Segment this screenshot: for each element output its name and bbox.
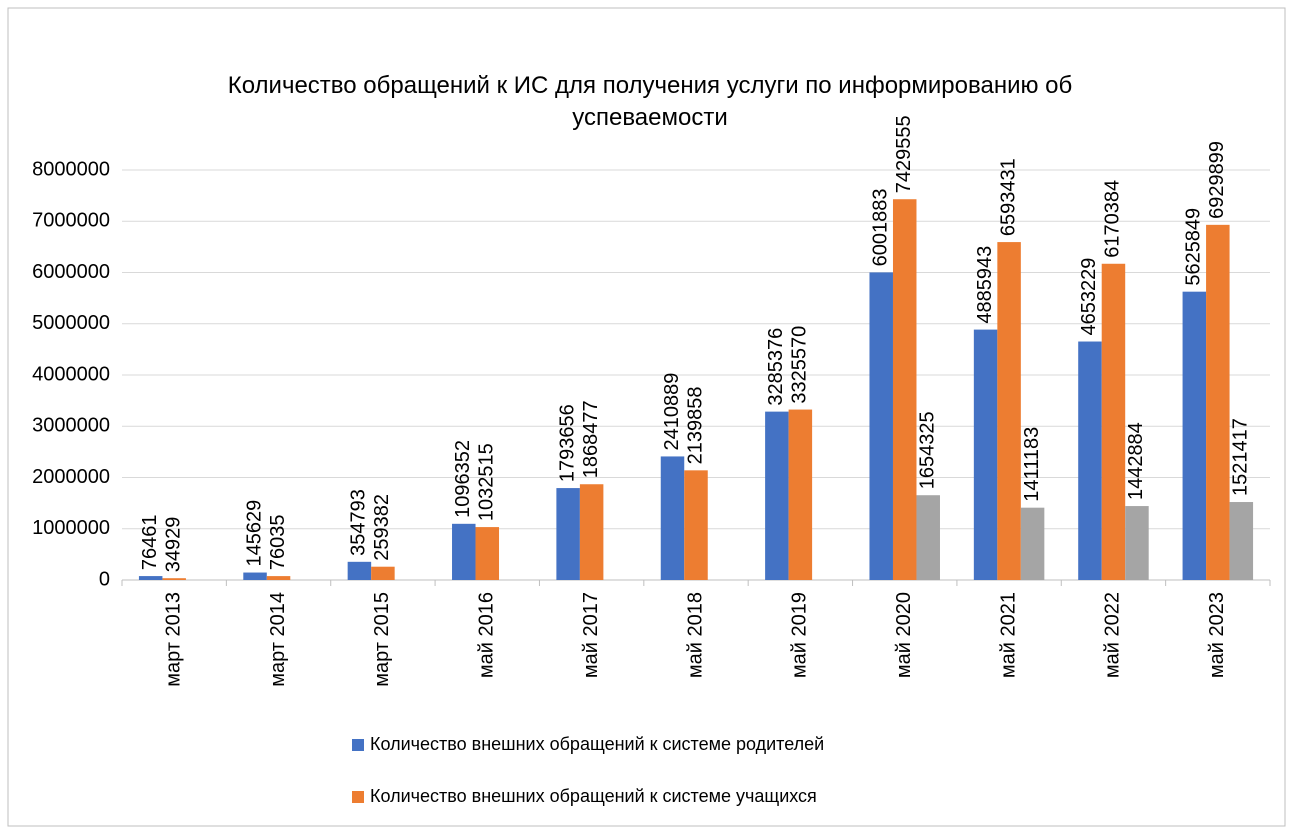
data-label: 6001883 — [870, 189, 892, 267]
x-tick-label: май 2017 — [580, 592, 602, 678]
bar — [660, 456, 685, 580]
data-label: 1032515 — [476, 443, 498, 521]
y-tick-label: 2000000 — [32, 466, 110, 488]
bar — [243, 572, 267, 580]
x-tick-label: март 2014 — [267, 592, 289, 687]
data-label: 2139858 — [684, 386, 706, 464]
bar — [556, 488, 580, 580]
x-tick-label: март 2015 — [371, 592, 393, 687]
bar — [1206, 224, 1230, 580]
legend-swatch — [352, 791, 364, 803]
data-label: 5625849 — [1183, 208, 1205, 286]
y-tick-label: 7000000 — [32, 210, 110, 232]
bar — [1078, 341, 1102, 580]
data-label: 34929 — [162, 517, 184, 573]
bar — [452, 523, 476, 580]
x-tick-label: май 2021 — [997, 592, 1019, 678]
y-tick-label: 0 — [99, 568, 110, 590]
x-tick-label: май 2016 — [476, 592, 498, 678]
bar — [579, 484, 604, 580]
x-tick-label: май 2023 — [1206, 592, 1228, 678]
bar — [1101, 263, 1126, 580]
y-tick-label: 8000000 — [32, 158, 110, 180]
bar — [1182, 291, 1207, 580]
data-label: 1521417 — [1230, 418, 1252, 496]
data-label: 3285376 — [765, 328, 787, 406]
data-label: 1793656 — [556, 404, 578, 482]
data-label: 1411183 — [1021, 427, 1043, 502]
bar — [475, 527, 500, 580]
x-tick-label: май 2022 — [1102, 592, 1124, 678]
bar — [138, 576, 163, 580]
data-label: 7429555 — [893, 115, 915, 193]
data-label: 6929899 — [1206, 141, 1228, 219]
x-tick-label: май 2019 — [789, 592, 811, 678]
bar — [684, 470, 708, 580]
bar — [1020, 507, 1045, 580]
legend-label: Количество внешних обращений к системе р… — [370, 734, 824, 754]
y-tick-label: 6000000 — [32, 261, 110, 283]
bar — [788, 409, 813, 580]
bar — [765, 411, 789, 580]
data-label: 4653229 — [1078, 258, 1100, 336]
data-label: 1442884 — [1125, 422, 1147, 500]
x-tick-label: март 2013 — [162, 592, 184, 687]
data-label: 6170384 — [1102, 180, 1124, 258]
bar — [1125, 506, 1149, 580]
bar — [869, 272, 893, 580]
legend-label: Количество внешних обращений к системе у… — [370, 786, 817, 806]
x-tick-label: май 2020 — [893, 592, 915, 678]
data-label: 76461 — [139, 514, 161, 570]
chart-border — [7, 7, 1286, 827]
y-tick-label: 1000000 — [32, 517, 110, 539]
bar — [266, 576, 291, 580]
chart-title: Количество обращений к ИС для получения … — [227, 72, 1073, 131]
data-label: 354793 — [348, 489, 370, 556]
data-label: 3325570 — [789, 326, 811, 404]
bar — [347, 561, 372, 580]
x-tick-label: май 2018 — [684, 592, 706, 678]
data-label: 259382 — [371, 494, 393, 561]
bar — [371, 566, 395, 580]
data-label: 4885943 — [974, 246, 996, 324]
bar — [997, 242, 1021, 580]
data-label: 1868477 — [580, 400, 602, 478]
data-label: 145629 — [243, 500, 265, 567]
bar — [973, 329, 998, 580]
bar — [1229, 502, 1254, 580]
data-label: 76035 — [267, 514, 289, 570]
y-tick-label: 3000000 — [32, 415, 110, 437]
y-tick-label: 4000000 — [32, 363, 110, 385]
data-label: 1654325 — [917, 411, 939, 489]
data-label: 6593431 — [997, 158, 1019, 236]
data-label: 2410889 — [661, 373, 683, 451]
legend-swatch — [352, 739, 364, 751]
bar — [162, 578, 186, 580]
bar — [892, 199, 917, 581]
data-label: 1096352 — [452, 440, 474, 518]
y-tick-label: 5000000 — [32, 312, 110, 334]
bar — [916, 495, 940, 580]
